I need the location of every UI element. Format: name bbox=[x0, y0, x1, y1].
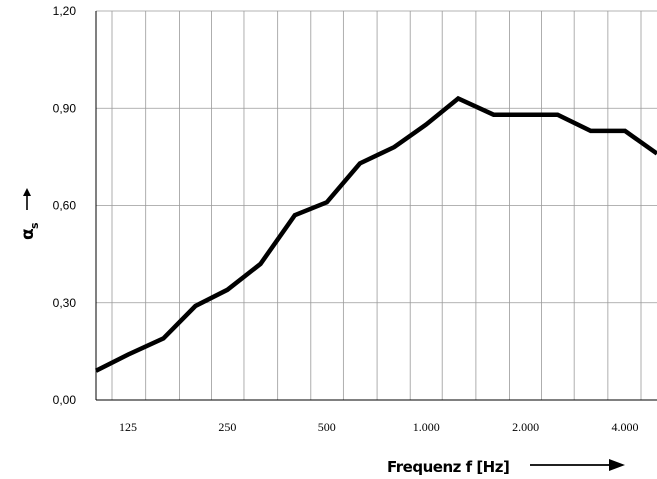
x-tick-label: 4.000 bbox=[612, 420, 639, 434]
y-tick-label: 1,20 bbox=[53, 4, 77, 18]
x-axis-arrow-head-icon bbox=[609, 459, 625, 471]
x-tick-label: 125 bbox=[119, 420, 137, 434]
y-tick-label: 0,30 bbox=[53, 296, 77, 310]
x-gridlines bbox=[111, 11, 642, 400]
axes bbox=[95, 11, 657, 401]
y-axis-title: α s bbox=[18, 188, 41, 240]
x-tick-labels: 125 250 500 1.000 2.000 4.000 bbox=[119, 420, 639, 434]
x-tick-label: 500 bbox=[318, 420, 336, 434]
y-tick-label: 0,60 bbox=[53, 199, 77, 213]
y-tick-label: 0,90 bbox=[53, 101, 77, 115]
x-tick-label: 1.000 bbox=[413, 420, 440, 434]
series-group bbox=[94, 95, 657, 373]
y-axis-title-symbol: α bbox=[18, 228, 38, 240]
x-tick-label: 250 bbox=[218, 420, 236, 434]
x-axis-title: Frequenz f [Hz] bbox=[387, 458, 509, 476]
y-axis-arrow-head-icon bbox=[23, 188, 31, 196]
y-axis-title-subscript: s bbox=[28, 222, 41, 229]
y-tick-label: 0,00 bbox=[53, 393, 77, 407]
x-tick-label: 2.000 bbox=[512, 420, 539, 434]
series-line bbox=[94, 95, 657, 373]
y-tick-labels: 0,00 0,30 0,60 0,90 1,20 bbox=[53, 4, 77, 407]
y-gridlines bbox=[96, 10, 657, 304]
